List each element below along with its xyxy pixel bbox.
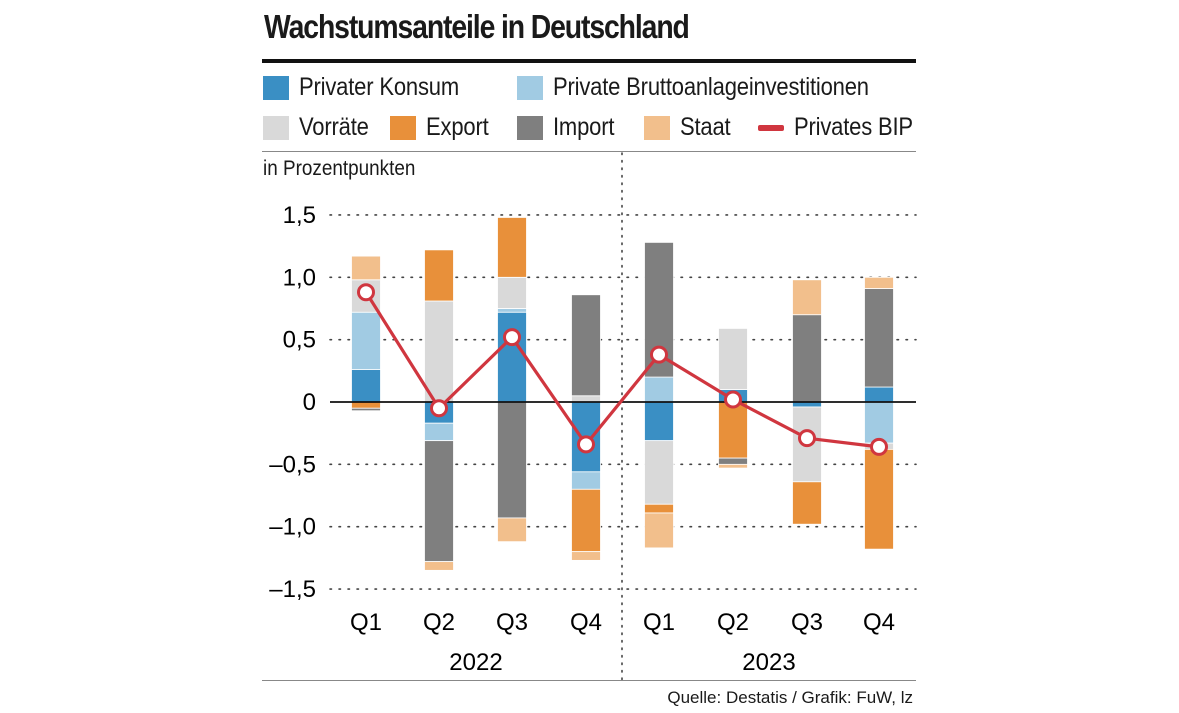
bar-segment-vorraete [571,395,601,403]
legend-swatch-vorraete [263,115,289,140]
y-tick-label: 1,0 [283,264,316,291]
bar-segment-export [718,401,748,459]
line-point [870,437,888,456]
bar-segment-vorraete [644,440,674,505]
bar-segment-import [792,314,822,403]
legend-item-export: Export [390,113,497,142]
legend-item-import: Import [517,113,623,142]
x-tick-label: Q3 [496,609,528,636]
x-tick-label: Q1 [350,609,382,636]
line-point [577,435,595,454]
line-point [650,345,668,364]
bar-segment-vorraete [424,300,454,403]
y-tick-label: –0,5 [269,451,316,478]
bar-segment-import [424,440,454,563]
bar-segment-export [571,488,601,553]
legend-label: Import [553,113,615,141]
legend-swatch-privates-bip [758,124,784,131]
x-tick-label: Q4 [863,609,895,636]
x-tick-label: Q2 [717,609,749,636]
line-point [357,283,375,302]
bar-segment-staat [424,561,454,571]
y-tick-label: –1,0 [269,514,316,541]
bar-segment-export [644,503,674,514]
legend-item-privates-bip: Privates BIP [758,113,929,142]
bar-segment-import [571,294,601,397]
x-tick-label: Q4 [570,609,602,636]
unit-label: in Prozentpunkten [263,157,416,180]
legend-item-bruttoanlageinvestitionen: Private Bruttoanlageinvestitionen [517,73,912,102]
x-group-label: 2023 [742,649,795,676]
line-point [724,390,742,409]
bar-segment-private-bruttoanlageinvestitionen [571,471,601,490]
footer-rule [262,680,916,681]
bar-segment-import [497,401,527,519]
bar-segment-vorraete [497,276,527,309]
bar-segment-private-bruttoanlageinvestitionen [351,311,381,370]
legend-item-vorraete: Vorräte [263,113,378,142]
line-point [798,429,816,448]
bar-segment-staat [718,463,748,469]
legend-item-privater-konsum: Privater Konsum [263,73,481,102]
title-rule [262,59,916,63]
bar-segment-privater-konsum [864,386,894,403]
bar-segment-privater-konsum [497,311,527,403]
line-point [503,328,521,347]
x-tick-label: Q3 [791,609,823,636]
bar-segment-import [351,407,381,412]
bar-segment-private-bruttoanlageinvestitionen [644,376,674,403]
legend-label: Vorräte [299,113,369,141]
legend-label: Export [426,113,489,141]
bar-segment-export [351,401,381,409]
bar-segment-staat [792,279,822,316]
source-note: Quelle: Destatis / Grafik: FuW, lz [667,688,913,707]
y-tick-label: –1,5 [269,576,316,603]
bar-segment-privater-konsum [644,401,674,442]
y-tick-label: 0,5 [283,327,316,354]
bar-segment-staat [644,512,674,549]
bar-segment-staat [864,276,894,289]
legend-swatch-bruttoanlageinvestitionen [517,75,543,100]
y-tick-label: 1,5 [283,202,316,229]
chart-title: Wachstumsanteile in Deutschland [264,8,690,45]
bar-segment-export [792,481,822,525]
bar-segment-import [718,457,748,465]
x-group-label: 2022 [449,649,502,676]
bar-segment-export [864,448,894,550]
line-series-privates-bip [364,291,880,449]
legend-swatch-staat [644,115,670,140]
bar-segment-staat [497,517,527,543]
bar-segment-private-bruttoanlageinvestitionen [864,401,894,444]
x-tick-label: Q1 [643,609,675,636]
legend-label: Privates BIP [794,113,913,141]
legend-rule [262,151,916,152]
bar-segment-staat [351,255,381,281]
y-tick-label: 0 [303,389,316,416]
legend-swatch-privater-konsum [263,75,289,100]
legend-swatch-import [517,115,543,140]
bar-segment-staat [571,551,601,561]
legend-item-staat: Staat [644,113,737,142]
bar-segment-private-bruttoanlageinvestitionen [424,422,454,442]
bar-segment-vorraete [718,328,748,390]
legend-label: Private Bruttoanlageinvestitionen [553,73,869,101]
bar-segment-import [864,288,894,388]
bar-segment-export [497,217,527,278]
bar-segment-export [424,249,454,302]
x-tick-label: Q2 [423,609,455,636]
bar-segment-private-bruttoanlageinvestitionen [497,308,527,313]
line-point [430,399,448,418]
legend-swatch-export [390,115,416,140]
legend-label: Staat [680,113,731,141]
legend-label: Privater Konsum [299,73,459,101]
bar-segment-privater-konsum [351,369,381,403]
